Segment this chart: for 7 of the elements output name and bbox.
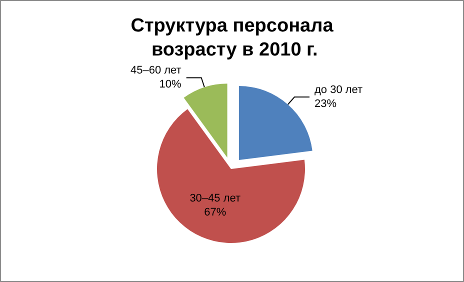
slice-label: до 30 лет — [314, 84, 363, 96]
data-label: 67% — [204, 206, 226, 219]
data-label: 23% — [314, 98, 337, 110]
data-label: 10% — [159, 78, 182, 91]
slice-label: 45–60 лет — [130, 64, 182, 77]
slice-label: 30–45 лет — [190, 192, 241, 205]
chart-title: Структура персонала возрасту в 2010 г. — [130, 16, 334, 60]
